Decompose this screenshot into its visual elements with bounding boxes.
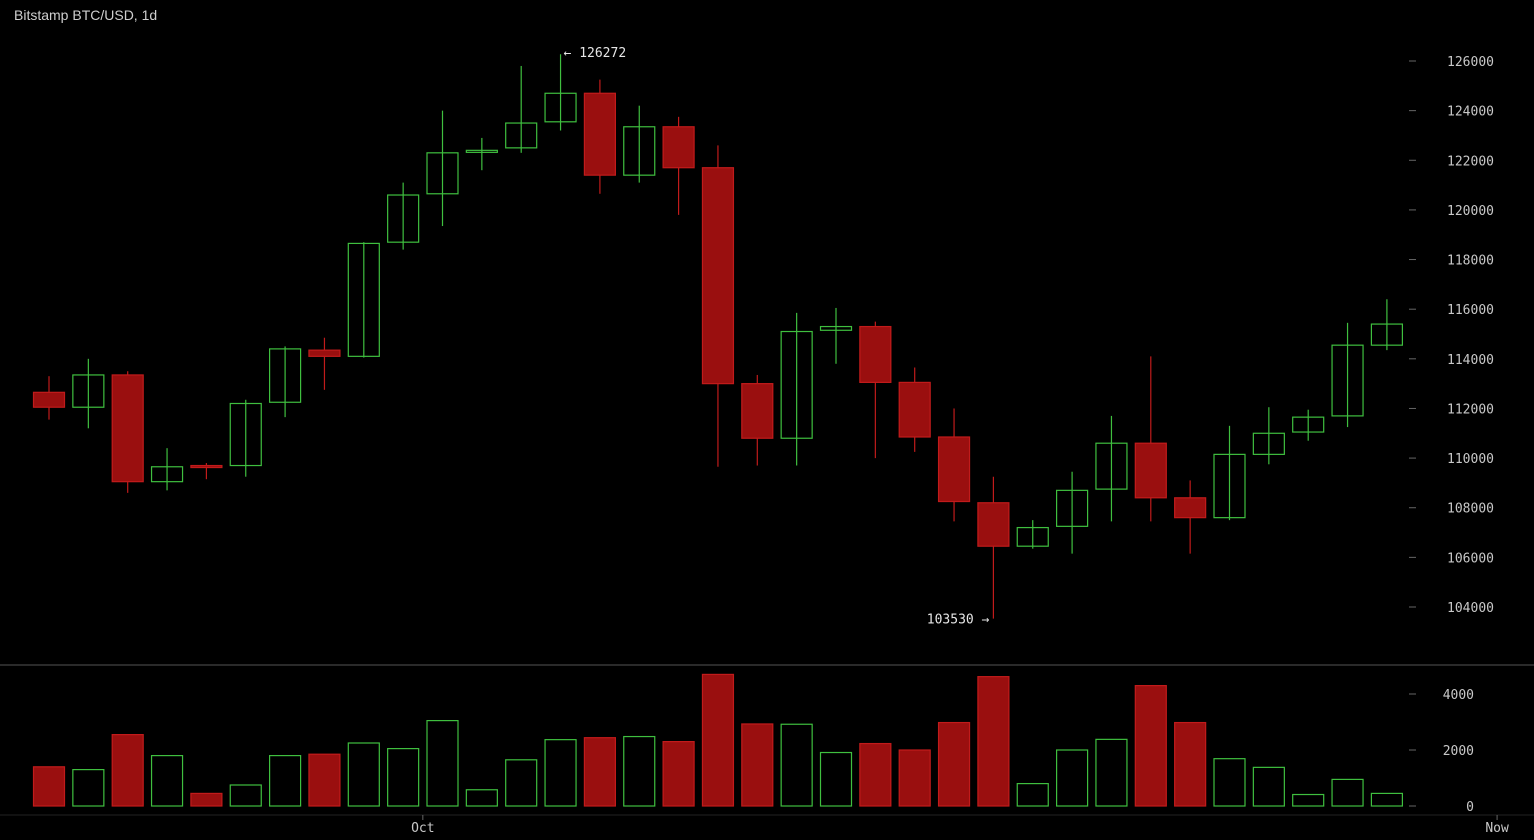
price-tick-label: 124000 xyxy=(1447,105,1494,120)
candle-up xyxy=(544,92,577,123)
candle-up xyxy=(1292,416,1325,433)
volume-bar-up xyxy=(1370,792,1404,807)
candle-up xyxy=(1016,526,1049,547)
volume-bar-up xyxy=(1016,782,1049,807)
candle-up xyxy=(229,402,262,467)
candle-up xyxy=(387,194,420,243)
candle-up xyxy=(150,466,184,483)
time-tick-label: Now xyxy=(1485,821,1509,836)
candle-down xyxy=(583,92,617,176)
candle-up xyxy=(1331,344,1364,417)
price-tick-label: 122000 xyxy=(1447,154,1494,169)
price-tick-label: 108000 xyxy=(1447,502,1494,517)
volume-bar-up xyxy=(780,723,813,807)
candle-down xyxy=(111,374,144,483)
high-price-annotation: ← 126272 xyxy=(564,46,627,61)
candle-up xyxy=(1252,432,1285,455)
candle-down xyxy=(701,167,735,385)
volume-bar-down xyxy=(741,723,774,807)
price-tick-label: 110000 xyxy=(1447,452,1494,467)
candle-up xyxy=(623,126,656,176)
candle-down xyxy=(898,381,931,438)
candle-up xyxy=(1095,442,1128,490)
price-tick-label: 112000 xyxy=(1447,402,1494,417)
volume-bar-down xyxy=(111,733,144,807)
chart-title: Bitstamp BTC/USD, 1d xyxy=(14,7,158,23)
volume-bar-up xyxy=(465,789,498,807)
volume-bar-up xyxy=(1095,738,1128,807)
volume-bar-up xyxy=(505,759,538,807)
volume-bar-up xyxy=(72,768,105,807)
candle-down xyxy=(741,383,774,439)
volume-bar-up xyxy=(1055,749,1089,807)
low-price-annotation: 103530 → xyxy=(927,613,990,628)
volume-bar-up xyxy=(819,751,853,807)
candle-up xyxy=(1055,489,1089,527)
candle-up xyxy=(465,149,498,153)
candle-down xyxy=(937,436,971,503)
volume-bar-up xyxy=(1331,778,1364,807)
volume-bar-up xyxy=(1213,758,1246,807)
volume-bar-down xyxy=(859,742,892,807)
candle-up xyxy=(780,330,813,439)
volume-bar-down xyxy=(898,749,931,807)
candle-down xyxy=(1134,442,1167,499)
time-tick-label: Oct xyxy=(411,821,434,836)
volume-bar-up xyxy=(269,754,302,807)
price-tick-label: 104000 xyxy=(1447,601,1494,616)
candle-down xyxy=(32,391,66,408)
volume-tick-label: 2000 xyxy=(1443,744,1474,759)
candle-up xyxy=(269,348,302,403)
volume-bar-up xyxy=(1252,766,1285,807)
volume-bar-down xyxy=(977,676,1010,807)
volume-bar-up xyxy=(150,754,184,807)
volume-bar-up xyxy=(229,784,262,807)
volume-bar-up xyxy=(623,735,656,807)
volume-bar-down xyxy=(190,792,223,807)
volume-bar-up xyxy=(544,739,577,807)
volume-bar-down xyxy=(662,740,695,807)
volume-bar-down xyxy=(583,737,617,807)
price-tick-label: 120000 xyxy=(1447,204,1494,219)
candle-up xyxy=(426,152,459,195)
candle-up xyxy=(1213,453,1246,519)
candle-down xyxy=(977,502,1010,547)
volume-bar-up xyxy=(387,747,420,807)
volume-bar-down xyxy=(32,766,66,807)
price-tick-label: 106000 xyxy=(1447,551,1494,566)
price-tick-label: 118000 xyxy=(1447,254,1494,269)
candle-down xyxy=(190,464,223,469)
candle-up xyxy=(1370,323,1404,346)
volume-tick-label: 0 xyxy=(1466,800,1474,815)
candle-up xyxy=(505,122,538,149)
candle-down xyxy=(1174,497,1207,519)
volume-bar-down xyxy=(937,721,971,807)
price-tick-label: 126000 xyxy=(1447,55,1494,70)
price-tick-label: 114000 xyxy=(1447,353,1494,368)
price-tick-label: 116000 xyxy=(1447,303,1494,318)
candle-down xyxy=(859,325,892,383)
volume-bar-down xyxy=(1134,684,1167,807)
volume-bar-down xyxy=(1174,721,1207,807)
volume-bar-up xyxy=(347,742,380,807)
candle-up xyxy=(347,242,380,357)
volume-bar-up xyxy=(1292,793,1325,807)
candle-down xyxy=(308,349,341,357)
candle-up xyxy=(819,325,853,331)
volume-bar-up xyxy=(426,719,459,807)
volume-bar-down xyxy=(701,673,735,807)
volume-tick-label: 4000 xyxy=(1443,688,1474,703)
volume-bar-down xyxy=(308,753,341,807)
candle-down xyxy=(662,126,695,169)
candle-up xyxy=(72,374,105,408)
